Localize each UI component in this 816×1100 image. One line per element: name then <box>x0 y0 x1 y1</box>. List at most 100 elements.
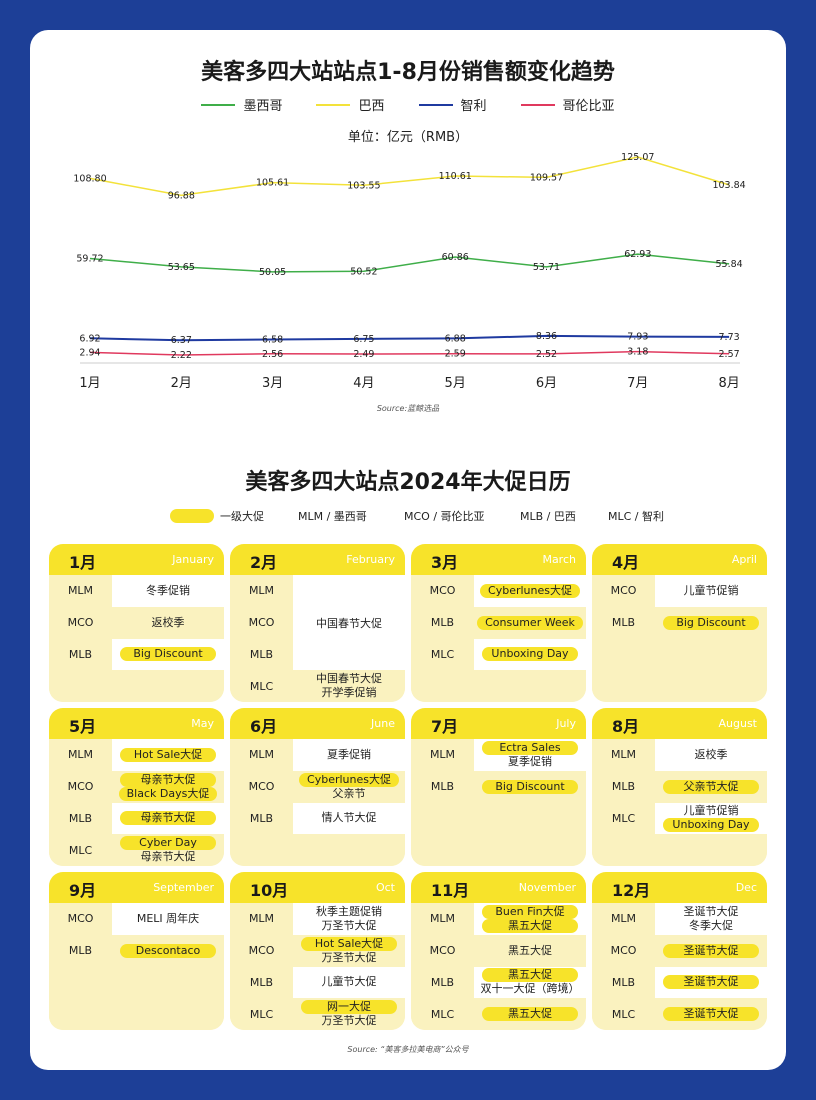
site-code <box>592 638 655 671</box>
calendar-row: MLM Hot Sale大促 <box>49 739 224 771</box>
promo-text: 儿童节促销 <box>683 583 739 597</box>
site-code: MLB <box>230 966 293 999</box>
promo-text: 圣诞节大促 <box>683 904 739 918</box>
month-name-en: Dec <box>735 881 757 894</box>
month-header: 3月 March <box>411 544 586 575</box>
major-promo-pill: Unboxing Day <box>663 818 759 833</box>
data-label: 125.07 <box>621 152 654 163</box>
promo-text: 秋季主题促销 <box>316 904 382 918</box>
calendar-row: MCO 儿童节促销 <box>592 575 767 607</box>
data-label: 6.92 <box>79 333 100 344</box>
series-line <box>89 253 730 273</box>
site-code: MLB <box>230 638 293 671</box>
site-code: MCO <box>592 934 655 967</box>
major-promo-pill: 父亲节大促 <box>663 779 759 794</box>
data-label: 59.72 <box>76 254 103 265</box>
promo-cell: 父亲节大促 <box>655 770 767 803</box>
month-name-en: August <box>718 717 758 730</box>
calendar-row: MCO Hot Sale大促 万圣节大促 <box>230 934 405 967</box>
site-code <box>230 834 293 866</box>
data-label: 105.61 <box>256 178 289 189</box>
month-name: 9月 <box>69 881 97 900</box>
promo-cell: Buen Fin大促 黑五大促 <box>474 903 586 935</box>
calendar-row <box>49 966 224 999</box>
calendar-source: Source: “美客多拉美电商”公众号 <box>347 1045 469 1054</box>
month-name: 8月 <box>612 717 640 736</box>
legend-key-swatch <box>170 509 214 523</box>
calendar-row <box>411 670 586 702</box>
legend-swatch <box>201 103 236 106</box>
promo-cell: 黑五大促 <box>474 998 586 1030</box>
site-code: MLM <box>230 739 293 771</box>
month-card: 8月 August MLM 返校季 MLB 父亲节大促 MLC 儿童节促销 Unboxing D… <box>592 708 767 866</box>
major-promo-pill: Ectra Sales <box>482 740 578 755</box>
promo-cell: 夏季促销 <box>293 739 405 771</box>
promo-cell: MELI 周年庆 <box>112 903 224 935</box>
calendar-row <box>411 802 586 835</box>
promo-cell <box>655 670 767 702</box>
month-name-en: June <box>371 717 395 730</box>
month-name-en: November <box>518 881 576 894</box>
month-card: 9月 September MCO MELI 周年庆 MLB Descontaco <box>49 872 224 1030</box>
legend-label: 哥伦比亚 <box>562 99 615 114</box>
month-card: 6月 June MLM 夏季促销 MCO Cyberlunes大促 父亲节 MLB 情人节大促 <box>230 708 405 866</box>
chart-unit: 单位：亿元（RMB） <box>347 130 469 145</box>
month-name: 6月 <box>250 717 278 736</box>
legend-site: MLC / 智利 <box>608 510 664 523</box>
month-card: 2月 February MLM MCO MLB MLC 中国春节大促 开学季促销 中国春节大促 <box>230 544 405 702</box>
site-code: MLC <box>411 638 474 671</box>
promo-cell: Big Discount <box>112 638 224 671</box>
series-line <box>89 156 730 197</box>
major-promo-pill: 黑五大促 <box>482 968 578 983</box>
line-chart: 59.72 53.65 50.05 50.52 60.86 53.71 62.93 55.84… <box>73 152 745 391</box>
calendar-title: 美客多四大站点2024年大促日历 <box>245 470 571 495</box>
legend-label: 智利 <box>460 99 487 114</box>
site-code <box>49 670 112 702</box>
site-code: MCO <box>230 606 293 639</box>
month-name: 10月 <box>250 881 289 900</box>
major-promo-pill: Big Discount <box>120 647 216 662</box>
month-card: 11月 November MLM Buen Fin大促 黑五大促 MCO 黑五大促 MLB 黑五… <box>411 872 586 1030</box>
site-code: MCO <box>49 770 112 803</box>
x-tick-label: 1月 <box>79 376 100 391</box>
legend-item: 巴西 <box>316 95 385 114</box>
month-card: 7月 July MLM Ectra Sales 夏季促销 MLB Big Discount <box>411 708 586 866</box>
promo-cell: Descontaco <box>112 934 224 967</box>
promo-cell: 秋季主题促销 万圣节大促 <box>293 903 405 935</box>
data-label: 108.80 <box>73 173 106 184</box>
promo-text: 情人节大促 <box>321 811 377 825</box>
promo-text: 冬季促销 <box>146 583 190 597</box>
data-label: 55.84 <box>715 259 742 270</box>
data-label: 110.61 <box>439 171 472 182</box>
month-name: 5月 <box>69 717 97 736</box>
site-code: MLB <box>49 802 112 835</box>
promo-cell: 黑五大促 <box>474 934 586 967</box>
calendar-row <box>592 638 767 671</box>
calendar-row: MLC 儿童节促销 Unboxing Day <box>592 802 767 835</box>
site-code: MLM <box>411 903 474 935</box>
month-name-en: February <box>346 553 395 566</box>
promo-cell: Ectra Sales 夏季促销 <box>474 739 586 771</box>
site-code: MLM <box>49 575 112 607</box>
data-label: 109.57 <box>530 172 563 183</box>
promo-cell: 返校季 <box>112 606 224 639</box>
calendar-row <box>411 834 586 866</box>
promo-text: 开学季促销 <box>321 686 377 700</box>
month-card: 5月 May MLM Hot Sale大促 MCO 母亲节大促 Black Days大促 ML… <box>49 708 224 866</box>
x-tick-label: 5月 <box>445 376 466 391</box>
promo-cell: Cyberlunes大促 <box>474 575 586 607</box>
data-label: 2.94 <box>79 347 100 358</box>
calendar-row: MLM Ectra Sales 夏季促销 <box>411 739 586 771</box>
promo-text: 冬季大促 <box>689 918 733 932</box>
calendar-row: MLM Buen Fin大促 黑五大促 <box>411 903 586 935</box>
month-name-en: March <box>542 553 576 566</box>
site-code <box>411 670 474 702</box>
month-name: 12月 <box>612 881 651 900</box>
calendar-row: MCO 母亲节大促 Black Days大促 <box>49 770 224 803</box>
calendar-row: MCO 圣诞节大促 <box>592 934 767 967</box>
series-line <box>89 350 730 356</box>
x-tick-label: 3月 <box>262 376 283 391</box>
calendar-row <box>49 670 224 702</box>
data-label: 7.93 <box>627 332 648 343</box>
calendar-row: MLC 圣诞节大促 <box>592 998 767 1030</box>
